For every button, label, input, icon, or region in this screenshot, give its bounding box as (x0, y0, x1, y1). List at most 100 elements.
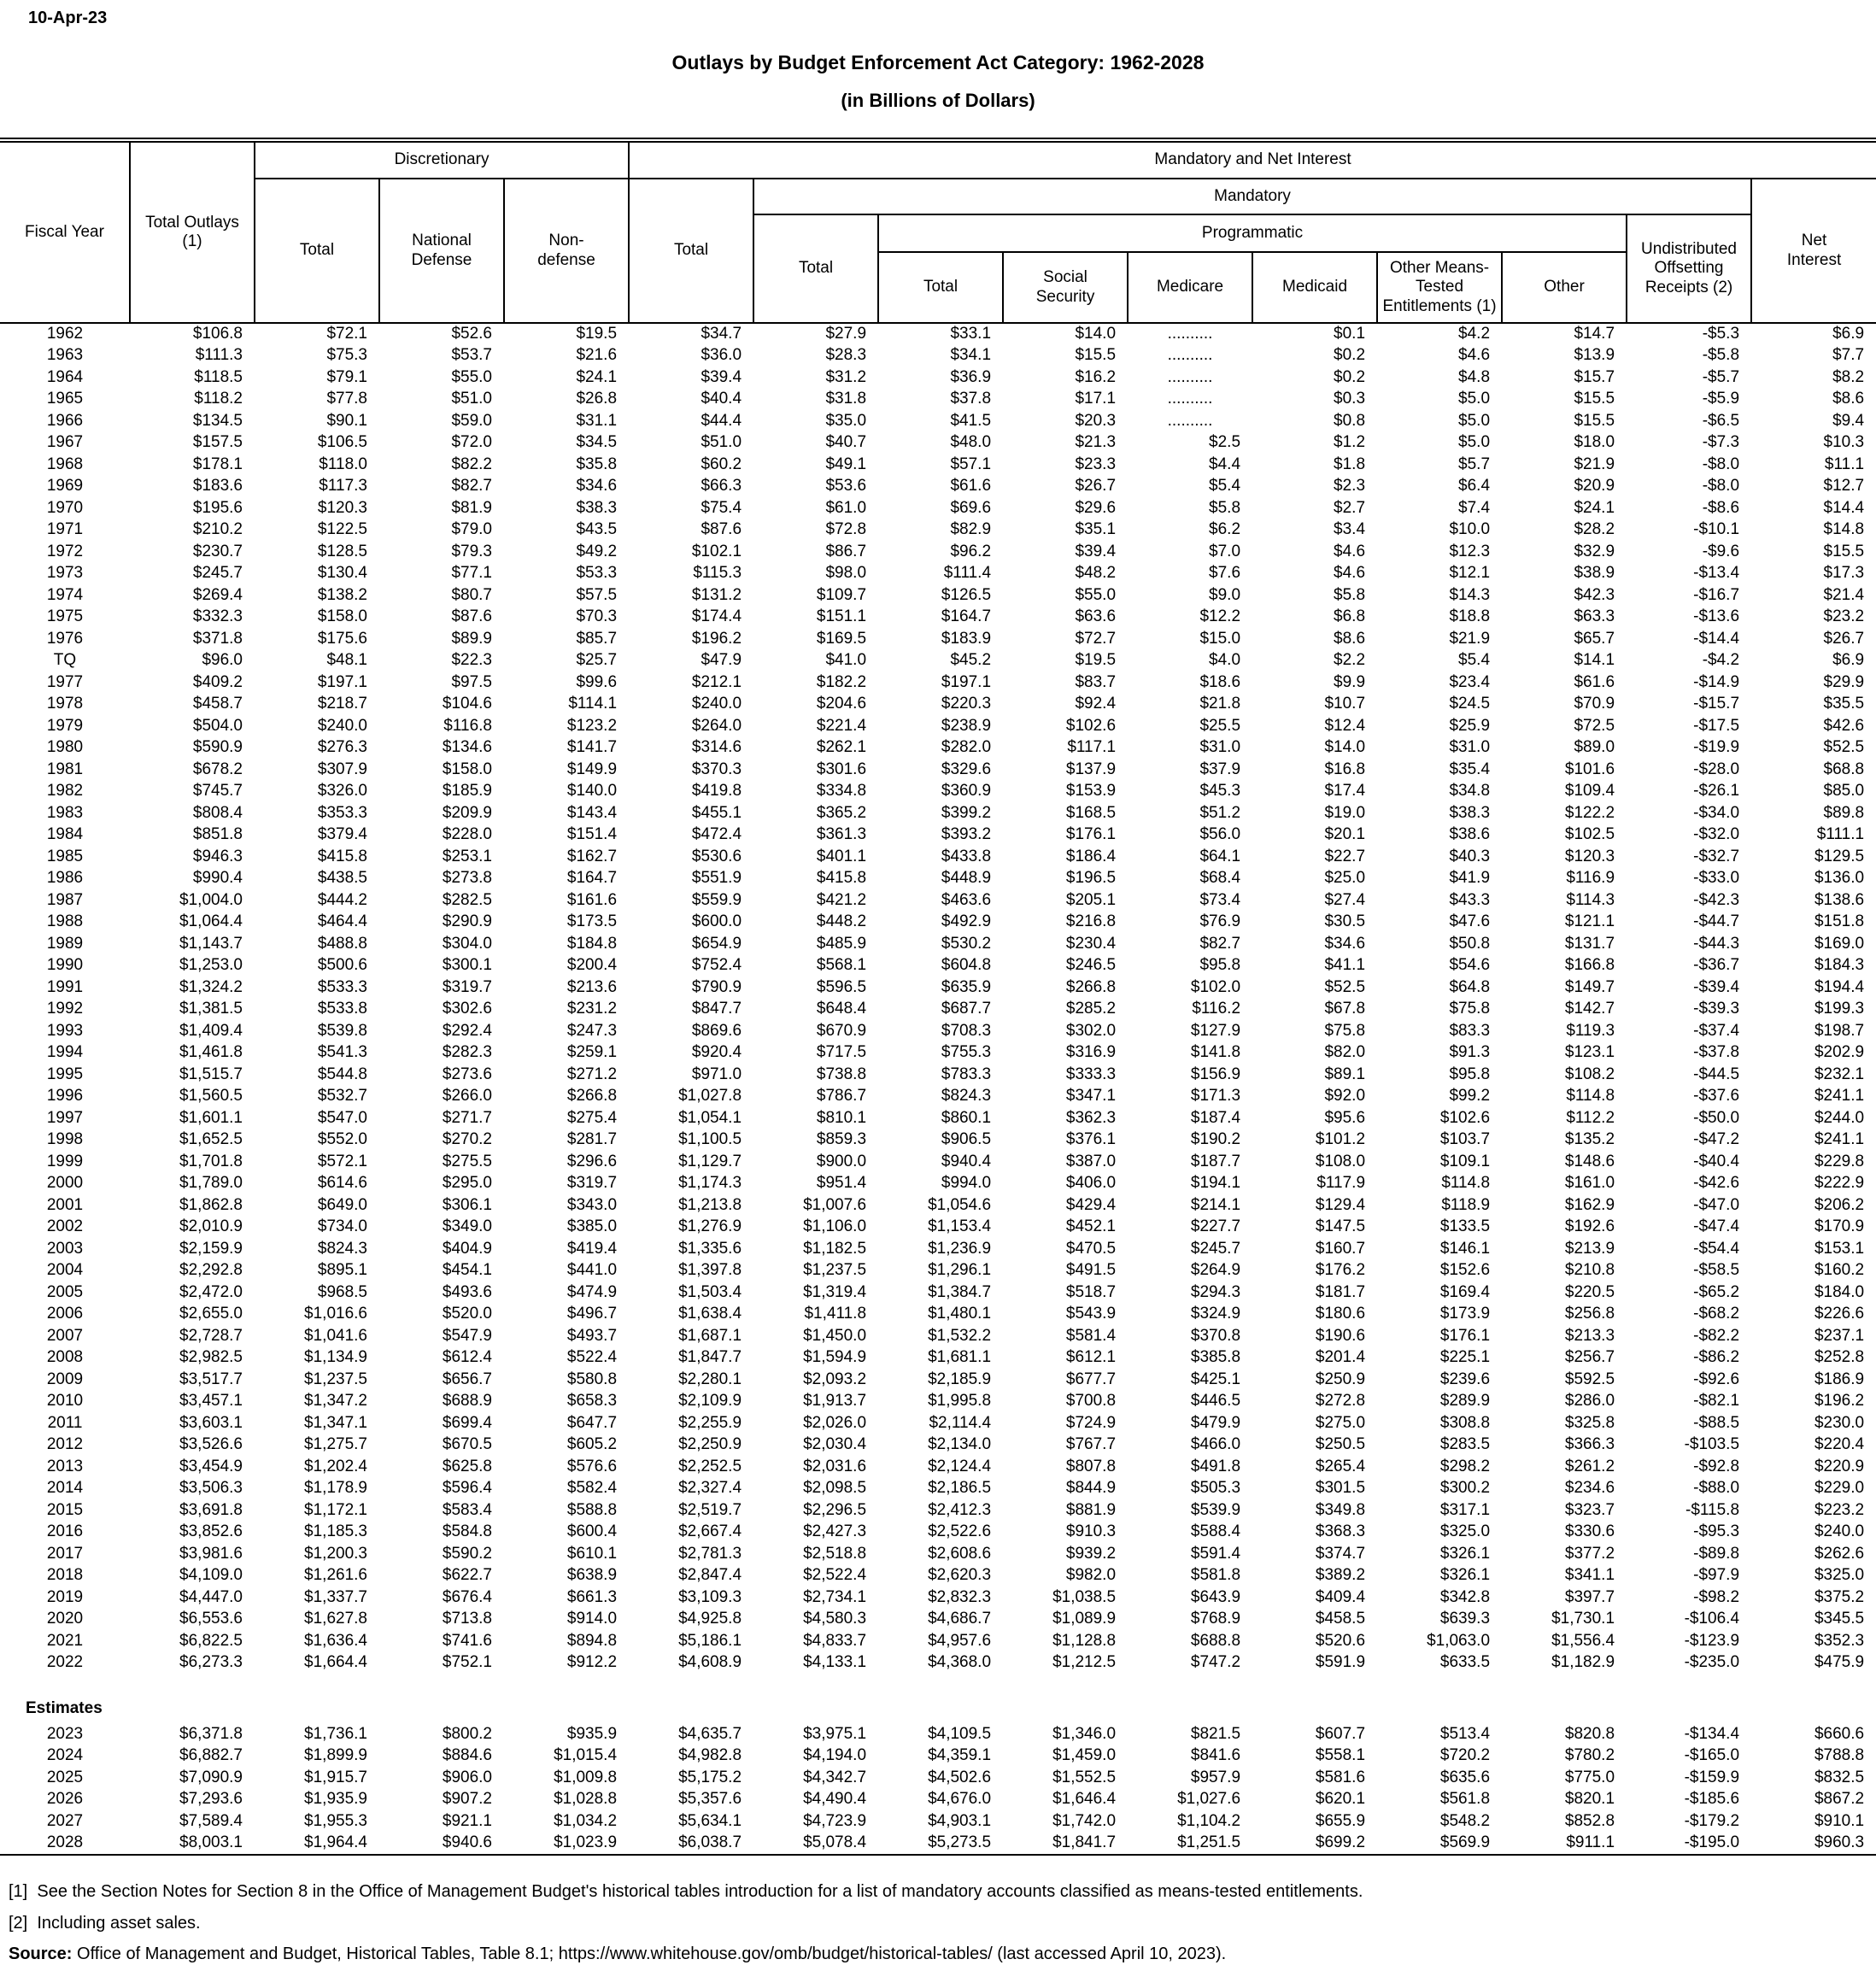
value-cell: -$33.0 (1693, 869, 1740, 888)
value-cell: -$8.0 (1702, 477, 1740, 496)
value-cell: $670.9 (816, 1021, 867, 1040)
value-cell: $522.4 (566, 1348, 618, 1367)
value-cell: $72.5 (1574, 716, 1615, 735)
table-row: 1970 $195.6 $120.3 $81.9 $38.3 $75.4 $61.0 $69.… (0, 497, 1876, 519)
value-cell: -$159.9 (1684, 1768, 1740, 1786)
value-cell: $775.0 (1564, 1768, 1615, 1786)
value-cell: $1,552.5 (1052, 1768, 1117, 1786)
value-cell: $275.4 (566, 1108, 618, 1127)
value-cell: $109.4 (1564, 782, 1615, 801)
value-cell: $290.9 (442, 912, 492, 931)
table-row: 2015 $3,691.8 $1,172.1 $583.4 $588.8 $2,519.7… (0, 1499, 1876, 1522)
value-cell: $37.8 (950, 390, 992, 408)
value-cell: $559.9 (691, 890, 742, 909)
value-cell: -$106.4 (1684, 1610, 1740, 1628)
table-row: 2004 $2,292.8 $895.1 $454.1 $441.0 $1,397.8 $1… (0, 1260, 1876, 1282)
value-cell: $92.0 (1324, 1087, 1366, 1106)
value-cell: $6,038.7 (678, 1833, 742, 1852)
value-cell: $18.0 (1574, 433, 1615, 452)
value-cell: $1,935.9 (304, 1790, 367, 1809)
fiscal-year-cell: 1979 (46, 716, 84, 735)
value-cell: $2,847.4 (678, 1566, 742, 1585)
col-header-medicare: Medicare (1127, 252, 1254, 324)
value-cell: $114.3 (1566, 890, 1615, 909)
value-cell: $317.1 (1439, 1500, 1491, 1519)
value-cell: $444.2 (317, 890, 367, 909)
value-cell: $119.3 (1566, 1021, 1615, 1040)
value-cell: $385.8 (1190, 1348, 1241, 1367)
value-cell: $79.1 (326, 367, 367, 386)
value-cell: $15.5 (1075, 346, 1117, 365)
value-cell: $500.6 (317, 956, 367, 975)
table-row: 2008 $2,982.5 $1,134.9 $612.4 $522.4 $1,847.7… (0, 1347, 1876, 1370)
value-cell: $1,178.9 (304, 1479, 367, 1498)
value-cell: $47.6 (1449, 912, 1491, 931)
value-cell: $530.6 (691, 847, 742, 865)
value-cell: $581.8 (1190, 1566, 1241, 1585)
value-cell: $102.1 (691, 542, 742, 560)
value-cell: $227.7 (1190, 1217, 1241, 1236)
value-cell: $387.0 (1065, 1152, 1117, 1170)
value-cell: $220.4 (1814, 1435, 1865, 1454)
value-cell: $2,522.4 (803, 1566, 867, 1585)
value-cell: $201.4 (1315, 1348, 1366, 1367)
value-cell: $239.6 (1439, 1370, 1491, 1388)
value-cell: $547.0 (317, 1108, 367, 1127)
value-cell: $433.8 (941, 847, 992, 865)
value-cell: $7,293.6 (179, 1790, 243, 1809)
value-cell: $844.9 (1065, 1479, 1117, 1498)
value-cell: $18.8 (1449, 607, 1491, 626)
value-cell: $376.1 (1065, 1130, 1117, 1149)
value-cell: $262.1 (816, 738, 867, 757)
value-cell: $349.8 (1315, 1500, 1366, 1519)
value-cell: $21.9 (1574, 455, 1615, 473)
value-cell: $379.4 (317, 825, 367, 844)
value-cell: $544.8 (317, 1065, 367, 1083)
table-row: 1976 $371.8 $175.6 $89.9 $85.7 $196.2 $169.5 $1… (0, 628, 1876, 650)
value-cell: $349.0 (442, 1217, 492, 1236)
value-cell: $168.5 (1065, 803, 1117, 822)
value-cell: $1,237.5 (304, 1370, 367, 1388)
value-cell: -$32.7 (1693, 847, 1740, 865)
value-cell: $912.2 (566, 1653, 618, 1672)
value-cell: $4.6 (1334, 564, 1366, 583)
value-cell: -$15.7 (1693, 695, 1740, 713)
value-cell: $319.7 (566, 1174, 618, 1193)
col-header-undistributed-offsetting-receipts: Undistributed Offsetting Receipts (2) (1626, 214, 1753, 324)
value-cell: $466.0 (1190, 1435, 1241, 1454)
table-row: 2018 $4,109.0 $1,261.6 $622.7 $638.9 $2,847.4… (0, 1565, 1876, 1587)
value-cell: -$5.3 (1702, 325, 1740, 343)
value-cell: $1,730.1 (1551, 1610, 1615, 1628)
value-cell: $1,261.6 (304, 1566, 367, 1585)
value-cell: $90.1 (326, 411, 367, 430)
value-cell: $61.6 (950, 477, 992, 496)
value-cell: $220.5 (1564, 1282, 1615, 1301)
value-cell: $1,681.1 (928, 1348, 992, 1367)
value-cell: $205.1 (1065, 890, 1117, 909)
value-cell: $230.7 (192, 542, 243, 560)
value-cell: $474.9 (566, 1282, 618, 1301)
value-cell: $75.8 (1324, 1021, 1366, 1040)
value-cell: $114.8 (1566, 1087, 1615, 1106)
value-cell: .......... (1167, 346, 1213, 365)
table-row: 1968 $178.1 $118.0 $82.2 $35.8 $60.2 $49.1 $57.… (0, 454, 1876, 476)
value-cell: $160.2 (1814, 1261, 1865, 1280)
value-cell: $174.4 (691, 607, 742, 626)
value-cell: $51.2 (1199, 803, 1241, 822)
value-cell: $178.1 (192, 455, 243, 473)
value-cell: $185.9 (442, 782, 492, 801)
value-cell: -$123.9 (1684, 1631, 1740, 1650)
fiscal-year-cell: 2025 (46, 1768, 84, 1786)
fiscal-year-cell: 1987 (46, 890, 84, 909)
value-cell: -$44.5 (1693, 1065, 1740, 1083)
value-cell: $308.8 (1439, 1413, 1491, 1432)
source-label: Source: (9, 1944, 73, 1963)
value-cell: $4,608.9 (678, 1653, 742, 1672)
table-row: 1969 $183.6 $117.3 $82.7 $34.6 $66.3 $53.6 $61.… (0, 476, 1876, 498)
value-cell: $19.5 (1075, 651, 1117, 670)
table-row: 2014 $3,506.3 $1,178.9 $596.4 $582.4 $2,327.4… (0, 1478, 1876, 1500)
value-cell: $169.0 (1814, 934, 1865, 953)
value-cell: $143.4 (566, 803, 618, 822)
value-cell: $520.6 (1315, 1631, 1366, 1650)
value-cell: $186.9 (1814, 1370, 1865, 1388)
